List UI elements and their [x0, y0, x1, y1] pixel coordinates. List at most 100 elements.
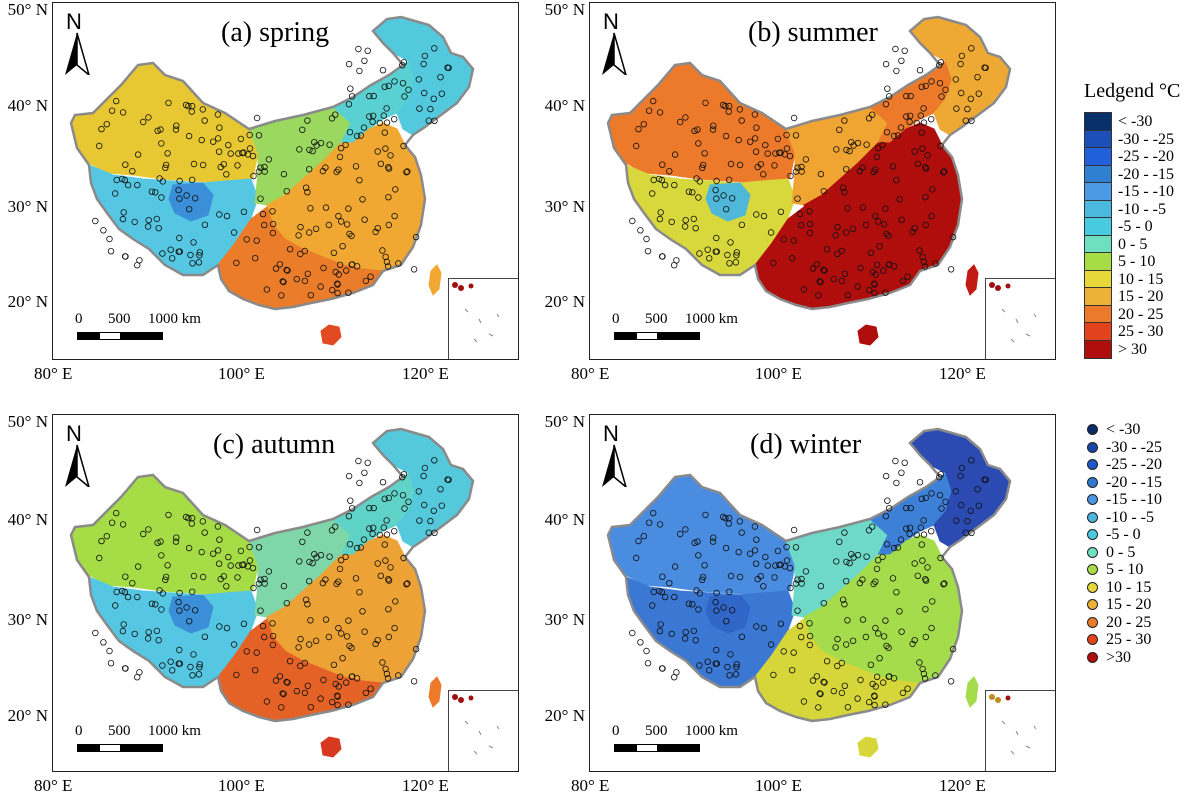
station-point — [332, 523, 339, 530]
station-point — [681, 223, 689, 230]
station-point — [728, 607, 736, 614]
station-point — [309, 147, 316, 155]
station-point — [885, 505, 893, 512]
station-point — [345, 205, 352, 212]
station-point — [876, 242, 883, 250]
station-point — [921, 263, 929, 270]
station-point — [640, 120, 647, 128]
station-point — [355, 45, 362, 53]
station-point — [909, 640, 916, 648]
map-frame: N (d) winter 0 500 1000 km — [589, 414, 1056, 772]
station-point — [255, 168, 263, 175]
station-point — [399, 491, 407, 499]
station-point — [295, 232, 302, 239]
station-point — [367, 685, 374, 692]
station-point — [385, 163, 392, 171]
station-point — [345, 512, 353, 520]
station-point — [929, 598, 936, 605]
station-point — [346, 540, 354, 548]
legend-swatch — [1084, 129, 1112, 149]
station-point — [783, 543, 790, 551]
station-point — [190, 572, 198, 580]
legend-label: -25 - -20 — [1118, 148, 1174, 165]
y-tick-20: 20° N — [7, 292, 48, 311]
legend-swatch — [1084, 287, 1112, 306]
station-point — [103, 120, 110, 128]
station-point — [800, 698, 808, 705]
station-point — [727, 239, 734, 246]
station-point — [958, 52, 966, 60]
station-point — [157, 538, 164, 545]
station-point — [947, 678, 955, 685]
y-tick-50: 50° N — [7, 412, 48, 431]
station-point — [382, 557, 389, 564]
south-china-sea-inset — [448, 690, 518, 771]
station-point — [823, 657, 831, 665]
scale-zero: 0 — [612, 723, 620, 739]
panel-spring: 50° N 40° N 30° N 20° N N (a) spring 0 5… — [0, 0, 530, 400]
station-point — [380, 112, 387, 119]
legend-swatch — [1084, 182, 1112, 201]
station-point — [964, 105, 971, 113]
station-point — [336, 565, 344, 573]
station-point — [725, 514, 733, 522]
station-point — [230, 229, 238, 236]
station-point — [922, 165, 930, 172]
station-point — [250, 172, 257, 180]
scale-bar: 0 500 1000 km — [612, 723, 762, 753]
legend-item: 0 - 5 — [1084, 234, 1194, 254]
station-point — [304, 682, 311, 689]
station-point — [183, 604, 190, 611]
station-point — [188, 102, 196, 110]
station-point — [103, 532, 110, 540]
station-point — [188, 588, 196, 595]
station-point — [862, 221, 870, 229]
station-point — [96, 554, 103, 562]
station-point — [165, 99, 172, 107]
legend-item: -15 - -10 — [1084, 182, 1194, 201]
station-point — [928, 624, 935, 632]
station-point — [121, 253, 129, 260]
station-point — [735, 136, 742, 144]
station-point — [880, 221, 888, 228]
station-point — [870, 580, 877, 588]
station-point — [843, 165, 850, 173]
station-point — [383, 531, 391, 538]
station-point — [880, 633, 888, 640]
station-point — [702, 511, 709, 519]
station-point — [336, 673, 344, 680]
station-point — [736, 573, 744, 581]
station-point — [771, 574, 778, 581]
station-point — [806, 641, 814, 649]
station-point — [722, 617, 730, 625]
station-point — [907, 92, 914, 100]
station-point — [107, 659, 115, 667]
station-point — [415, 488, 422, 495]
point-legend-label: 5 - 10 — [1106, 561, 1144, 578]
station-point — [296, 558, 303, 565]
station-point — [869, 523, 876, 530]
station-point — [391, 624, 398, 632]
station-point — [919, 665, 926, 673]
station-point — [968, 45, 975, 52]
region-taiwan — [428, 264, 442, 296]
station-point — [879, 141, 886, 149]
legend-swatch — [1084, 112, 1112, 131]
station-point — [685, 188, 693, 195]
station-point — [280, 690, 287, 698]
station-point — [173, 122, 180, 129]
legend-item: -30 - -25 — [1084, 129, 1194, 149]
station-point — [269, 620, 276, 627]
station-point — [676, 118, 684, 126]
station-point — [259, 622, 267, 630]
station-point — [113, 97, 120, 105]
station-point — [733, 663, 740, 671]
station-point — [751, 111, 759, 118]
station-point — [328, 527, 336, 534]
station-point — [216, 623, 223, 630]
station-point — [162, 161, 170, 169]
station-point — [421, 89, 428, 97]
station-point — [788, 254, 796, 262]
station-point — [370, 92, 377, 100]
station-point — [392, 186, 399, 193]
